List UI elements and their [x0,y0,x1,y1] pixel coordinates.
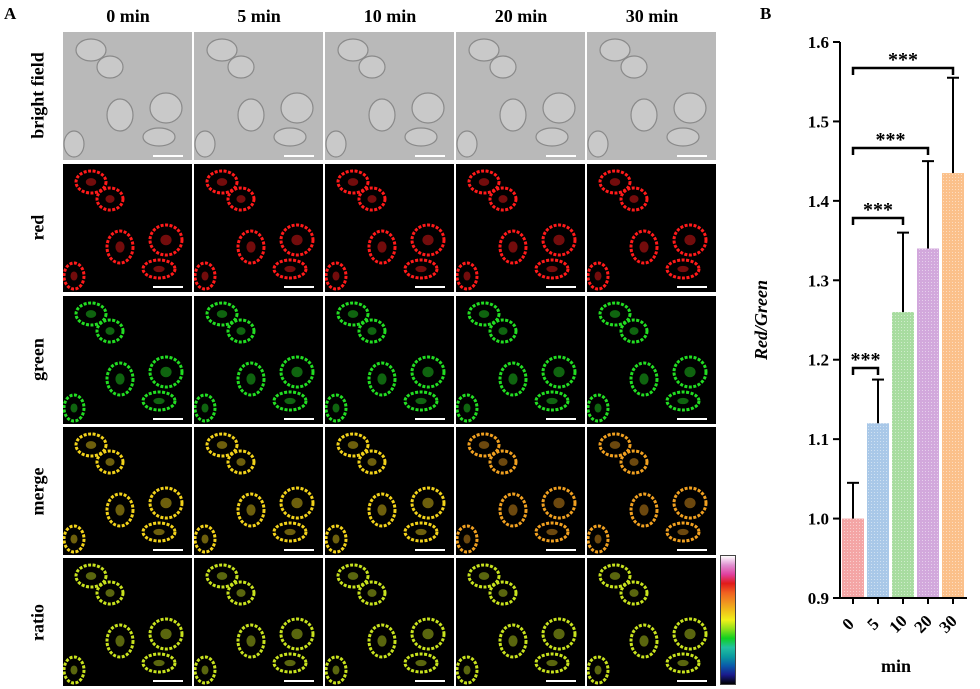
scale-bar [284,680,314,682]
x-tick-label: 20 [910,611,935,636]
image-merge-0 [63,427,192,555]
image-green-4 [587,296,716,424]
scale-bar [677,418,707,420]
significance-bracket [851,146,930,155]
scale-bar [677,549,707,551]
significance-label: *** [876,129,906,151]
x-tick-label: 30 [935,611,960,636]
image-red-1 [194,164,323,292]
column-header-4: 30 min [625,6,679,26]
scale-bar [677,286,707,288]
row-label-red: red [27,214,48,241]
scale-bar [415,680,445,682]
x-tick-label: 0 [838,614,857,633]
row-label-green: green [27,338,48,381]
image-bf-4 [587,32,716,160]
image-bf-0 [63,32,192,160]
image-bf-1 [194,32,323,160]
bar-series [842,173,964,599]
image-bf-2 [325,32,454,160]
row-label-ratio: ratio [27,604,48,641]
y-tick-label: 1.4 [808,192,830,211]
y-tick-label: 1.0 [808,510,829,529]
panel-a-letter: A [4,4,17,23]
scale-bar [677,155,707,157]
image-red-0 [63,164,192,292]
bar-0 [842,518,864,598]
scale-bar [546,418,576,420]
row-label-merge: merge [27,467,48,516]
image-merge-2 [325,427,454,555]
column-header-2: 10 min [363,6,417,26]
y-tick-label: 1.3 [808,271,829,290]
scale-bar [153,155,183,157]
image-merge-4 [587,427,716,555]
column-header-1: 5 min [237,6,281,26]
scale-bar [415,286,445,288]
scale-bar [546,286,576,288]
image-red-4 [587,164,716,292]
image-ratio-1 [194,558,323,686]
scale-bar [284,286,314,288]
scale-bar [284,549,314,551]
y-tick-label: 0.9 [808,589,829,608]
significance-bracket [851,366,880,375]
row-label-bright-field: bright field [27,52,48,139]
x-tick-label: 5 [863,614,882,633]
scale-bar [415,418,445,420]
scale-bar [677,680,707,682]
x-axis-label: min [881,656,911,676]
y-tick-label: 1.6 [808,33,829,52]
scale-bar [415,549,445,551]
y-tick-label: 1.5 [808,112,829,131]
scale-bar [153,549,183,551]
scale-bar [153,680,183,682]
y-axis: 0.9 1.0 1.1 1.2 1.3 1.4 1.5 1.6 [808,33,841,608]
y-tick-label: 1.1 [808,430,829,449]
scale-bar [546,680,576,682]
image-merge-1 [194,427,323,555]
significance-label: *** [851,349,881,371]
scale-bar [546,549,576,551]
image-merge-3 [456,427,585,555]
y-axis-label: Red/Green [751,280,771,361]
panel-b-letter: B [760,4,772,23]
image-ratio-3 [456,558,585,686]
image-green-1 [194,296,323,424]
image-ratio-2 [325,558,454,686]
bar-10 [892,312,914,598]
image-green-2 [325,296,454,424]
column-header-0: 0 min [106,6,150,26]
significance-bracket [851,216,905,225]
significance-brackets: *** *** *** *** [851,49,955,375]
image-green-3 [456,296,585,424]
image-red-2 [325,164,454,292]
column-header-3: 20 min [494,6,548,26]
scale-bar [284,418,314,420]
significance-label: *** [888,49,918,71]
image-ratio-4 [587,558,716,686]
scale-bar [284,155,314,157]
significance-bracket [851,66,955,75]
significance-label: *** [863,199,893,221]
scale-bar [546,155,576,157]
image-green-0 [63,296,192,424]
image-bf-3 [456,32,585,160]
bar-5 [867,423,889,598]
scale-bar [415,155,445,157]
x-tick-label: 10 [885,611,910,636]
y-tick-label: 1.2 [808,351,829,370]
error-bars [847,76,959,519]
ratio-colorbar [720,555,736,685]
image-red-3 [456,164,585,292]
bar-30 [942,173,964,599]
bar-20 [917,248,939,598]
x-axis: 0 5 10 20 30 [838,597,967,637]
scale-bar [153,418,183,420]
scale-bar [153,286,183,288]
image-ratio-0 [63,558,192,686]
